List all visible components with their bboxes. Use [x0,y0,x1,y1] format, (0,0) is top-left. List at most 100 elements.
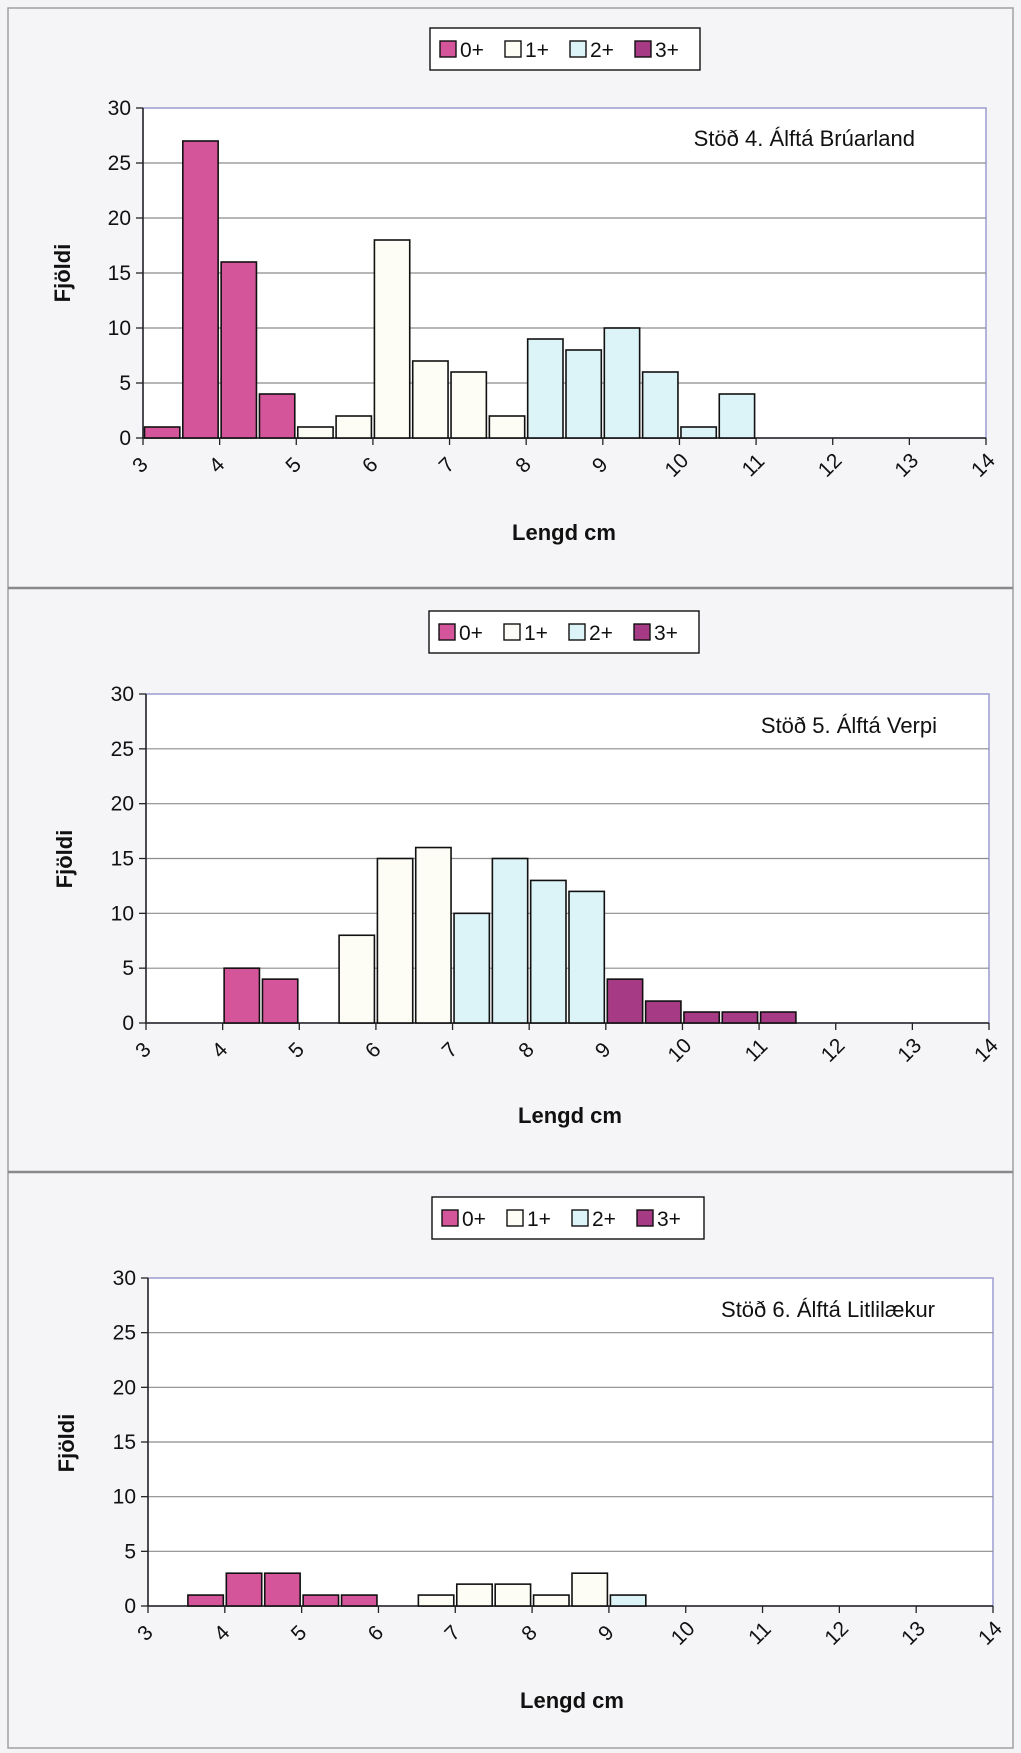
y-tick-label: 25 [111,738,134,761]
legend-label-0plus: 0+ [459,622,483,645]
y-tick-label: 20 [113,1376,136,1399]
bar-0plus-4.75 [261,978,299,1024]
bar-0plus-3.25 [143,426,181,439]
bar-1plus-8.75 [571,1572,609,1607]
bar-1plus-5.75 [335,415,373,439]
legend-box [428,610,700,654]
bar-1plus-6.75 [417,1594,455,1607]
bar-0plus-5.75 [340,1594,378,1607]
legend-swatch-1plus [506,1209,524,1227]
bar-1plus-5.25 [296,426,334,439]
bar-2plus-9.25 [609,1594,647,1607]
bar-1plus-6.75 [411,360,449,439]
legend-box [431,1196,705,1240]
y-tick-label: 10 [111,902,134,925]
legend-label-2plus: 2+ [589,622,613,645]
bar-2plus-8.75 [568,890,606,1024]
x-axis-label: Lengd cm [512,520,616,545]
bar-3plus-10.75 [721,1011,759,1024]
legend-label-0plus: 0+ [462,1208,486,1231]
y-tick-label: 25 [108,152,131,175]
y-tick-label: 15 [108,262,131,285]
bar-0plus-4.75 [263,1572,301,1607]
x-axis-label: Lengd cm [520,1688,624,1713]
legend-swatch-3plus [634,40,652,58]
bar-3plus-9.75 [644,1000,682,1024]
bar-1plus-7.75 [494,1583,532,1607]
y-tick-label: 0 [124,1595,136,1618]
legend-label-2plus: 2+ [592,1208,616,1231]
bar-1plus-7.25 [455,1583,493,1607]
y-tick-label: 20 [111,793,134,816]
chart-title: Stöð 4. Álftá Brúarland [694,126,915,151]
y-tick-label: 30 [113,1267,136,1290]
bar-0plus-4.25 [225,1572,263,1607]
bar-2plus-7.25 [453,912,491,1024]
y-tick-label: 15 [113,1431,136,1454]
legend: 0+ 1+ 2+ 3+ [429,27,701,71]
legend-swatch-0plus [438,623,456,641]
legend-label-3plus: 3+ [654,622,678,645]
legend-swatch-2plus [568,623,586,641]
bar-3plus-10.25 [683,1011,721,1024]
bar-0plus-5.25 [302,1594,340,1607]
bar-1plus-6.25 [373,239,411,439]
bar-1plus-7.75 [488,415,526,439]
legend-label-3plus: 3+ [655,39,679,62]
y-axis-label: Fjöldi [54,1414,79,1473]
legend-swatch-3plus [636,1209,654,1227]
y-tick-label: 0 [119,427,131,450]
chart-title: Stöð 5. Álftá Verpi [761,713,937,738]
legend-label-1plus: 1+ [524,622,548,645]
bar-1plus-5.75 [338,934,376,1024]
chart-title: Stöð 6. Álftá Litlilækur [721,1297,935,1322]
legend-swatch-1plus [503,623,521,641]
y-tick-label: 30 [108,97,131,120]
bar-0plus-4.75 [258,393,296,439]
bar-1plus-6.25 [376,857,414,1024]
bar-0plus-3.75 [187,1594,225,1607]
y-tick-label: 15 [111,848,134,871]
legend: 0+ 1+ 2+ 3+ [431,1196,705,1240]
y-tick-label: 5 [119,372,131,395]
bar-0plus-4.25 [220,261,258,439]
bar-0plus-4.25 [223,967,261,1024]
y-tick-label: 20 [108,207,131,230]
bar-2plus-9.75 [641,371,679,439]
bar-1plus-8.25 [532,1594,570,1607]
legend-box [429,27,701,71]
bar-2plus-10.75 [718,393,756,439]
bar-3plus-9.25 [606,978,644,1024]
y-tick-label: 10 [108,317,131,340]
y-tick-label: 30 [111,683,134,706]
bar-2plus-10.25 [680,426,718,439]
y-axis-label: Fjöldi [52,830,77,889]
legend-label-1plus: 1+ [525,39,549,62]
bar-2plus-7.75 [491,857,529,1024]
legend-swatch-0plus [439,40,457,58]
y-tick-label: 0 [122,1012,134,1035]
bar-3plus-11.25 [759,1011,797,1024]
bar-0plus-3.75 [182,140,219,439]
y-axis-label: Fjöldi [50,244,75,303]
y-tick-label: 5 [124,1540,136,1563]
bar-2plus-8.25 [529,879,567,1024]
legend-swatch-1plus [504,40,522,58]
legend-swatch-2plus [569,40,587,58]
legend-swatch-3plus [633,623,651,641]
y-tick-label: 5 [122,957,134,980]
legend-swatch-2plus [571,1209,589,1227]
legend: 0+ 1+ 2+ 3+ [428,610,700,654]
bar-1plus-7.25 [450,371,488,439]
bar-2plus-8.75 [565,349,603,439]
bar-2plus-9.25 [603,327,641,439]
legend-label-0plus: 0+ [460,39,484,62]
bar-2plus-8.25 [526,338,564,439]
legend-label-3plus: 3+ [657,1208,681,1231]
legend-label-1plus: 1+ [527,1208,551,1231]
